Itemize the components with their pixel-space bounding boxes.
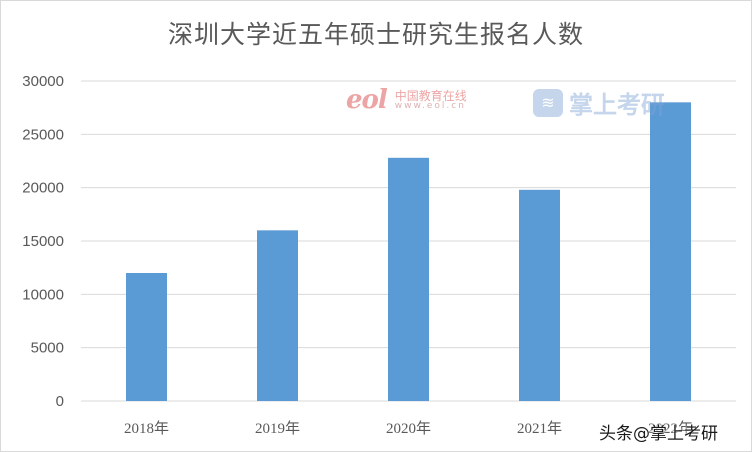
eol-name: 中国教育在线 (394, 88, 467, 103)
y-axis-ticks: 0 5000 10000 15000 20000 25000 30000 (22, 73, 64, 410)
bars (126, 102, 691, 401)
zhangshang-name: 掌上考研 (569, 91, 665, 119)
x-axis-ticks: 2018年 2019年 2020年 2021年 2022年 (124, 420, 693, 437)
bar-2019年 (257, 230, 298, 401)
x-tick-label: 2021年 (517, 420, 562, 437)
chart-title: 深圳大学近五年硕士研究生报名人数 (167, 20, 584, 49)
y-tick-label: 20000 (22, 180, 64, 197)
y-tick-label: 5000 (31, 340, 64, 357)
bar-2020年 (388, 157, 429, 401)
eol-logo: eol (346, 85, 388, 115)
y-tick-label: 25000 (22, 126, 64, 143)
y-tick-label: 0 (56, 393, 64, 410)
bar-2021年 (519, 189, 560, 401)
eol-url: www.eol.cn (394, 100, 466, 111)
bar-2022年 (650, 102, 691, 401)
graduation-cap-icon: ≋ (533, 88, 563, 117)
x-tick-label: 2022年 (648, 420, 693, 437)
y-tick-label: 15000 (22, 233, 64, 250)
zhangshang-watermark: ≋ 掌上考研 (533, 85, 665, 120)
credit-caption: 头条@掌上考研 (599, 424, 718, 444)
eol-watermark: eol 中国教育在线 www.eol.cn (346, 85, 467, 115)
x-tick-label: 2020年 (386, 420, 431, 437)
y-tick-label: 30000 (22, 73, 64, 90)
y-tick-label: 10000 (22, 286, 64, 303)
x-tick-label: 2019年 (255, 420, 300, 437)
bar-2018年 (126, 273, 167, 401)
x-tick-label: 2018年 (124, 420, 169, 437)
